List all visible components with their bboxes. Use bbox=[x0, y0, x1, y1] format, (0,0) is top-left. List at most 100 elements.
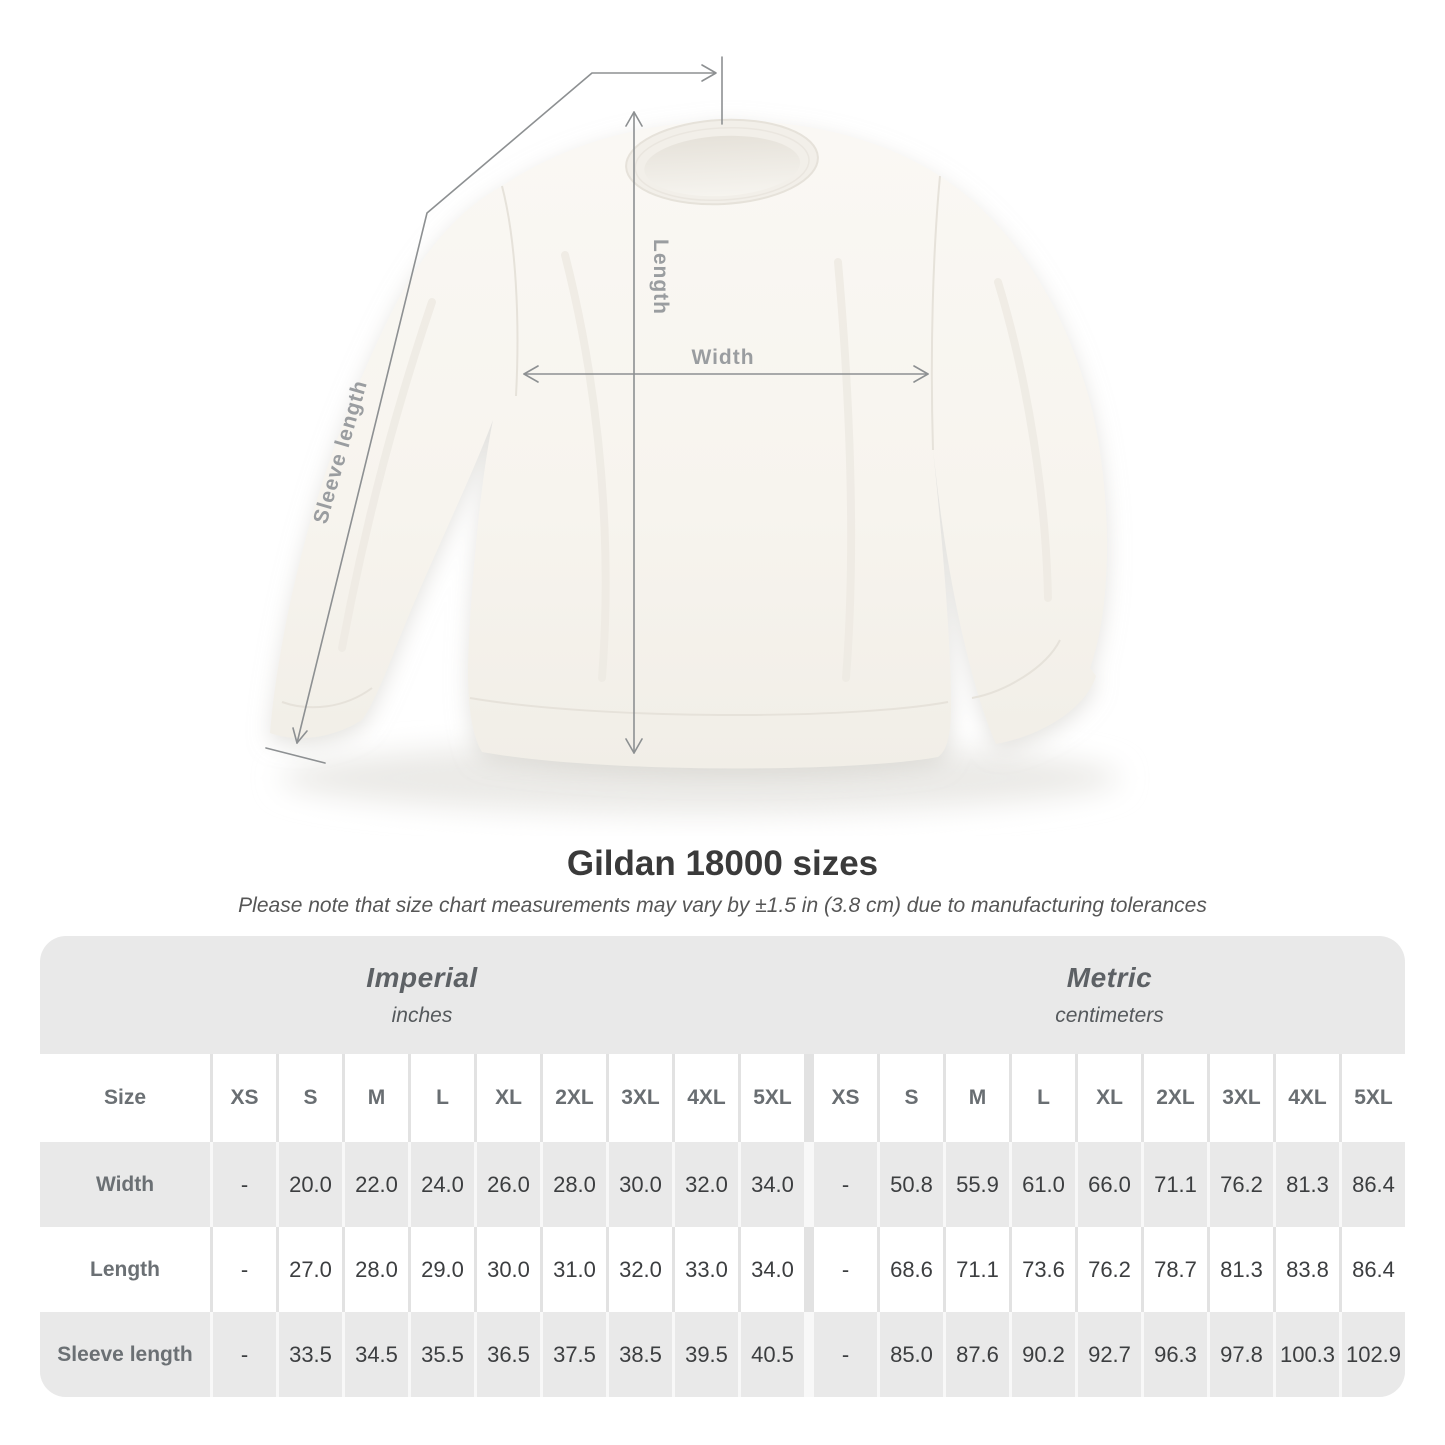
width-dimension-label: Width bbox=[691, 346, 754, 369]
dimension-lines bbox=[265, 56, 929, 764]
measurement-value-metric: 83.8 bbox=[1276, 1227, 1339, 1312]
size-col-header-metric: 3XL bbox=[1210, 1054, 1273, 1142]
measurement-value-metric: - bbox=[814, 1227, 877, 1312]
measurement-value-metric: 76.2 bbox=[1078, 1227, 1141, 1312]
size-col-header-metric: 5XL bbox=[1342, 1054, 1405, 1142]
size-col-header-imperial: 4XL bbox=[675, 1054, 738, 1142]
size-col-header-imperial: XS bbox=[213, 1054, 276, 1142]
measurement-value-imperial: 22.0 bbox=[345, 1142, 408, 1227]
measurement-value-imperial: 20.0 bbox=[279, 1142, 342, 1227]
measurement-value-imperial: 33.0 bbox=[675, 1227, 738, 1312]
measurement-value-metric: 100.3 bbox=[1276, 1312, 1339, 1397]
sweatshirt-illustration bbox=[270, 118, 1108, 769]
table-row: Width -20.0 22.0 24.0 26.0 28.0 30.0 32.0 34.0-5… bbox=[40, 1142, 1405, 1227]
measurement-value-imperial: 32.0 bbox=[609, 1227, 672, 1312]
measurement-value-metric: 85.0 bbox=[880, 1312, 943, 1397]
measurement-value-metric: 50.8 bbox=[880, 1142, 943, 1227]
page-title: Gildan 18000 sizes bbox=[566, 844, 879, 883]
measurement-value-imperial: 28.0 bbox=[345, 1227, 408, 1312]
size-header-row: Size XS S M L XL 2XL 3XL 4XL 5XL XS S M L XL 2XL 3XL 4XL 5… bbox=[40, 1054, 1405, 1142]
size-col-header-metric: XL bbox=[1078, 1054, 1141, 1142]
metric-title: Metric bbox=[1066, 962, 1153, 993]
measurement-value-imperial: 28.0 bbox=[543, 1142, 606, 1227]
measurement-value-metric: 73.6 bbox=[1012, 1227, 1075, 1312]
measurement-value-metric: - bbox=[814, 1142, 877, 1227]
size-col-header-imperial: M bbox=[345, 1054, 408, 1142]
size-col-header-imperial: 2XL bbox=[543, 1054, 606, 1142]
measurement-value-imperial: 38.5 bbox=[609, 1312, 672, 1397]
measurement-value-imperial: 27.0 bbox=[279, 1227, 342, 1312]
size-col-header-metric: 2XL bbox=[1144, 1054, 1207, 1142]
measurement-value-metric: 55.9 bbox=[946, 1142, 1009, 1227]
system-divider bbox=[807, 1227, 811, 1312]
measurement-value-metric: 90.2 bbox=[1012, 1312, 1075, 1397]
size-column-header: Size bbox=[40, 1054, 210, 1142]
measurement-value-imperial: 34.5 bbox=[345, 1312, 408, 1397]
sweatshirt-body bbox=[270, 120, 1108, 769]
arrowhead-right2-icon bbox=[913, 365, 929, 383]
measurement-value-metric: 92.7 bbox=[1078, 1312, 1141, 1397]
imperial-band: Imperial inches bbox=[40, 936, 804, 1054]
measurement-value-imperial: 39.5 bbox=[675, 1312, 738, 1397]
measurement-value-imperial: 31.0 bbox=[543, 1227, 606, 1312]
size-col-header-imperial: 3XL bbox=[609, 1054, 672, 1142]
row-label-cell: Sleeve length bbox=[40, 1312, 210, 1397]
length-dimension-label: Length bbox=[649, 239, 672, 315]
measurement-value-imperial: 32.0 bbox=[675, 1142, 738, 1227]
measurement-value-imperial: 24.0 bbox=[411, 1142, 474, 1227]
band-spacer bbox=[807, 936, 811, 1054]
system-divider bbox=[807, 1054, 811, 1142]
measurement-value-metric: 61.0 bbox=[1012, 1142, 1075, 1227]
row-label-cell: Width bbox=[40, 1142, 210, 1227]
crewneck-collar bbox=[625, 118, 819, 206]
measurement-value-metric: 97.8 bbox=[1210, 1312, 1273, 1397]
size-table-card: Imperial inches Metric centimeters Size X… bbox=[40, 936, 1405, 1397]
measurement-value-imperial: 29.0 bbox=[411, 1227, 474, 1312]
fabric-folds bbox=[338, 251, 1052, 682]
measurement-value-imperial: 34.0 bbox=[741, 1227, 804, 1312]
garment-seams bbox=[281, 175, 1061, 717]
measurement-value-imperial: 33.5 bbox=[279, 1312, 342, 1397]
table-row: Length -27.0 28.0 29.0 30.0 31.0 32.0 33.0 34.0-… bbox=[40, 1227, 1405, 1312]
measurement-value-metric: 102.9 bbox=[1342, 1312, 1405, 1397]
measurement-value-metric: 86.4 bbox=[1342, 1142, 1405, 1227]
system-divider bbox=[807, 1142, 811, 1227]
measurement-value-metric: 96.3 bbox=[1144, 1312, 1207, 1397]
size-col-header-imperial: 5XL bbox=[741, 1054, 804, 1142]
measurement-value-metric: 71.1 bbox=[1144, 1142, 1207, 1227]
cuff-reference-tick bbox=[265, 747, 326, 764]
measurement-value-imperial: 34.0 bbox=[741, 1142, 804, 1227]
imperial-title: Imperial bbox=[366, 962, 478, 993]
table-row: Sleeve length -33.5 34.5 35.5 36.5 37.5 38.5 39… bbox=[40, 1312, 1405, 1397]
arrowhead-left-icon bbox=[523, 365, 539, 383]
size-col-header-imperial: XL bbox=[477, 1054, 540, 1142]
arrowhead-right-icon bbox=[701, 64, 717, 82]
tolerance-note: Please note that size chart measurements… bbox=[238, 894, 1207, 917]
measurement-value-imperial: 30.0 bbox=[477, 1227, 540, 1312]
size-col-header-imperial: S bbox=[279, 1054, 342, 1142]
size-col-header-imperial: L bbox=[411, 1054, 474, 1142]
measurement-value-imperial: 37.5 bbox=[543, 1312, 606, 1397]
imperial-unit: inches bbox=[391, 1004, 453, 1027]
size-col-header-metric: M bbox=[946, 1054, 1009, 1142]
unit-system-band: Imperial inches Metric centimeters bbox=[40, 936, 1405, 1054]
measurement-value-imperial: 36.5 bbox=[477, 1312, 540, 1397]
row-label-cell: Length bbox=[40, 1227, 210, 1312]
measurement-value-imperial: - bbox=[213, 1227, 276, 1312]
measurement-value-metric: 81.3 bbox=[1210, 1227, 1273, 1312]
measurement-value-metric: 68.6 bbox=[880, 1227, 943, 1312]
measurement-value-metric: 87.6 bbox=[946, 1312, 1009, 1397]
measurement-value-imperial: 35.5 bbox=[411, 1312, 474, 1397]
garment-measurement-diagram: Length Width Sleeve length bbox=[265, 56, 1120, 814]
measurement-value-metric: 76.2 bbox=[1210, 1142, 1273, 1227]
size-table-body: Width -20.0 22.0 24.0 26.0 28.0 30.0 32.0 34.0-5… bbox=[40, 1142, 1405, 1397]
measurement-value-imperial: - bbox=[213, 1142, 276, 1227]
size-col-header-metric: 4XL bbox=[1276, 1054, 1339, 1142]
measurement-value-imperial: 26.0 bbox=[477, 1142, 540, 1227]
arrowhead-up-icon bbox=[625, 111, 643, 127]
size-col-header-metric: XS bbox=[814, 1054, 877, 1142]
measurement-value-metric: 86.4 bbox=[1342, 1227, 1405, 1312]
measurement-value-imperial: - bbox=[213, 1312, 276, 1397]
size-col-header-metric: L bbox=[1012, 1054, 1075, 1142]
measurement-value-metric: 78.7 bbox=[1144, 1227, 1207, 1312]
